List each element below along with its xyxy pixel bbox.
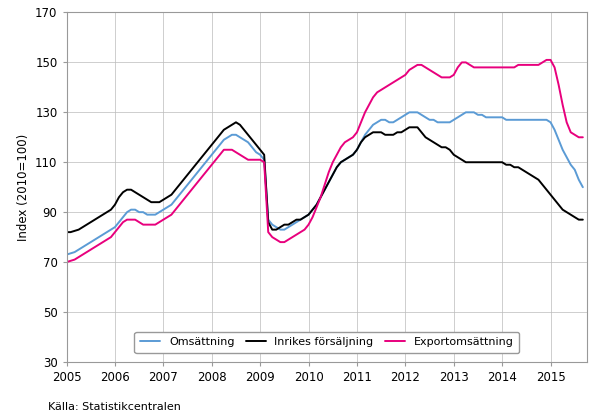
Inrikes försäljning <box>518 167 526 172</box>
Inrikes försäljning <box>337 160 344 165</box>
Exportomsättning <box>63 260 70 265</box>
Exportomsättning <box>370 95 377 100</box>
Omsättning <box>579 185 586 190</box>
Exportomsättning <box>579 135 586 140</box>
Y-axis label: Index (2010=100): Index (2010=100) <box>16 134 30 241</box>
Omsättning <box>474 112 482 117</box>
Omsättning <box>63 252 70 257</box>
Exportomsättning <box>333 152 341 157</box>
Inrikes försäljning <box>474 160 482 165</box>
Legend: Omsättning, Inrikes försäljning, Exportomsättning: Omsättning, Inrikes försäljning, Exporto… <box>134 332 519 353</box>
Exportomsättning <box>204 167 211 172</box>
Inrikes försäljning <box>63 230 70 235</box>
Omsättning <box>370 122 377 127</box>
Inrikes försäljning <box>579 217 586 222</box>
Exportomsättning <box>543 57 550 62</box>
Omsättning <box>333 165 341 170</box>
Omsättning <box>406 110 413 115</box>
Inrikes försäljning <box>87 220 94 225</box>
Line: Inrikes försäljning: Inrikes försäljning <box>67 122 583 232</box>
Inrikes försäljning <box>204 147 211 152</box>
Exportomsättning <box>87 247 94 252</box>
Line: Omsättning: Omsättning <box>67 112 583 255</box>
Text: Källa: Statistikcentralen: Källa: Statistikcentralen <box>48 402 182 412</box>
Inrikes försäljning <box>232 120 240 125</box>
Exportomsättning <box>515 62 522 67</box>
Inrikes försäljning <box>373 130 381 135</box>
Omsättning <box>87 240 94 245</box>
Line: Exportomsättning: Exportomsättning <box>67 60 583 262</box>
Omsättning <box>204 157 211 162</box>
Exportomsättning <box>470 65 477 70</box>
Omsättning <box>518 117 526 122</box>
